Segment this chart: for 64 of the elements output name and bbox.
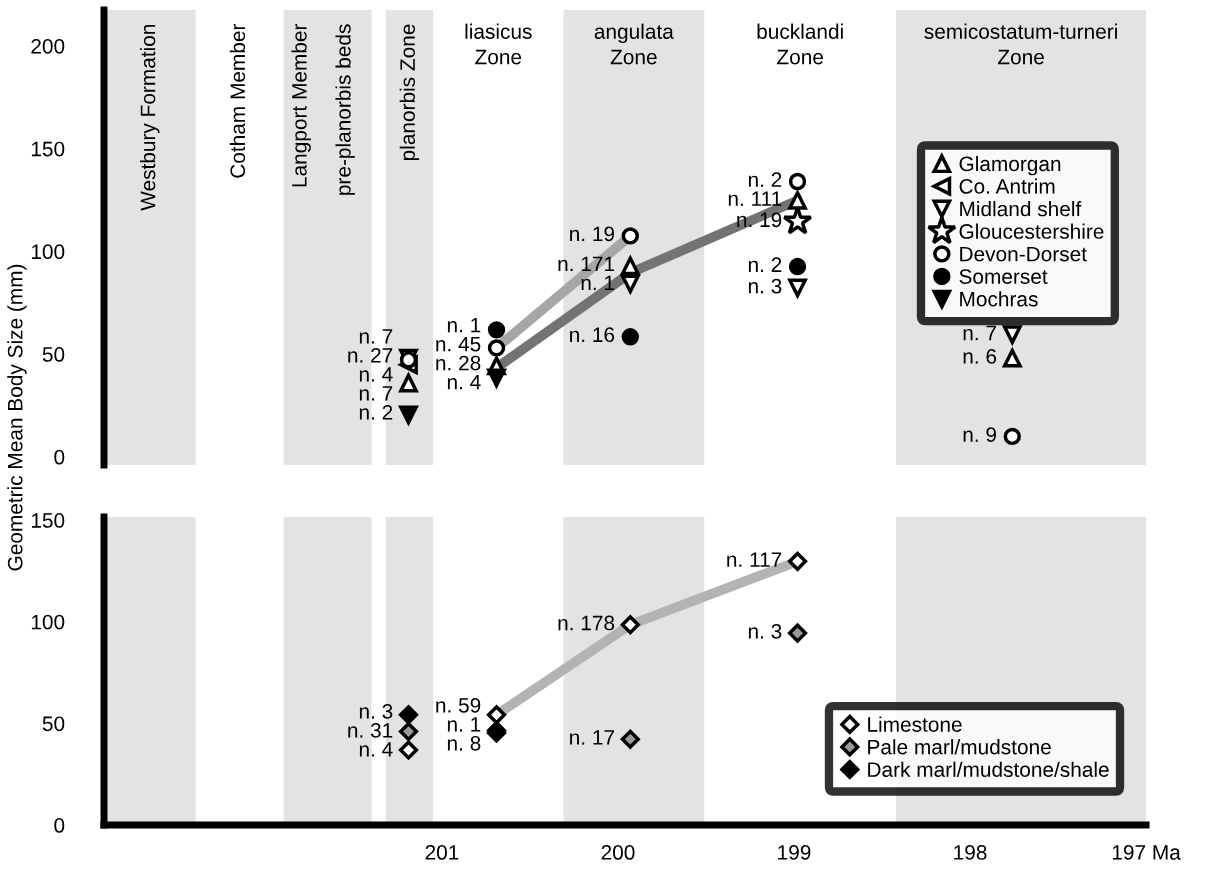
band-label: pre-planorbis beds (335, 24, 355, 195)
legend-label: Co. Antrim (959, 178, 1055, 194)
annotation: n. 8 (447, 735, 481, 751)
legend-label: Midland shelf (960, 201, 1082, 217)
legend-label: Devon-Dorset (960, 246, 1087, 262)
annotation: n. 1 (447, 317, 481, 333)
legend-label: Somerset (959, 269, 1048, 284)
annotation: n. 9 (963, 427, 997, 443)
y-tick-label: 50 (42, 347, 65, 362)
legend-label: Mochras (960, 291, 1038, 307)
band-label: angulata Zone (594, 23, 674, 65)
annotation: n. 27 (348, 347, 393, 363)
y-tick-label: 0 (54, 818, 65, 833)
annotation: n. 1 (447, 717, 481, 732)
x-tick-label: 200 (601, 845, 635, 860)
annotation: n. 171 (558, 256, 615, 272)
annotation: n. 7 (359, 329, 393, 344)
annotation: n. 7 (963, 325, 996, 341)
annotation: n. 19 (737, 212, 782, 228)
x-tick-label: 198 (954, 845, 987, 860)
annotation: bucklandi Zone (757, 23, 843, 65)
y-tick-label: 50 (42, 716, 65, 732)
annotation: n. 4 (359, 367, 393, 382)
x-tick-label: 197 Ma (1112, 845, 1181, 860)
annotation: n. 28 (436, 355, 481, 371)
annotation: n. 45 (436, 336, 481, 352)
annotation: liasicus Zone (465, 23, 532, 65)
band-label: Westbury Formation (140, 24, 160, 211)
annotation: n. 2 (748, 172, 782, 187)
annotation: n. 3 (359, 703, 393, 719)
annotation: n. 117 (727, 552, 782, 567)
annotation: n. 3 (748, 278, 782, 294)
annotation: n. 4 (447, 374, 481, 390)
annotation: n. 6 (963, 349, 997, 364)
y-tick-label: 100 (31, 614, 65, 630)
x-tick-label: 199 (778, 845, 811, 860)
annotation: n. 3 (748, 623, 782, 639)
band-label: semicostatum-turneri Zone (924, 23, 1117, 65)
band-label: Langport Member (291, 23, 311, 187)
band-label: planorbis Zone (399, 24, 420, 161)
y-tick-label: 150 (31, 513, 65, 528)
legend-label: Gloucestershire (959, 223, 1104, 239)
annotation: n. 2 (359, 404, 393, 420)
annotation: n. 31 (348, 722, 393, 738)
x-tick-label: 201 (425, 845, 459, 860)
annotation: n. 178 (558, 615, 615, 631)
y-tick-label: 100 (31, 244, 65, 260)
y-tick-label: 150 (31, 141, 65, 157)
y-axis-title: Geometric Mean Body Size (mm) (7, 264, 27, 571)
y-tick-label: 200 (31, 38, 65, 54)
legend-label: Glamorgan (959, 155, 1061, 176)
legend-label: Limestone (868, 716, 962, 732)
annotation: n. 2 (748, 257, 782, 272)
annotation: n. 59 (436, 697, 481, 713)
y-tick-label: 0 (54, 449, 65, 465)
legend-label: Pale marl/mudstone (868, 739, 1051, 755)
annotation: n. 16 (570, 327, 615, 343)
legend-label: Dark marl/mudstone/shale (868, 761, 1109, 777)
annotation: n. 4 (359, 742, 393, 757)
annotation: n. 17 (570, 730, 614, 745)
annotation: Cotham Member (229, 23, 246, 178)
annotation: n. 111 (728, 191, 782, 206)
annotation: n. 7 (359, 386, 393, 401)
annotation: n. 19 (570, 226, 615, 242)
